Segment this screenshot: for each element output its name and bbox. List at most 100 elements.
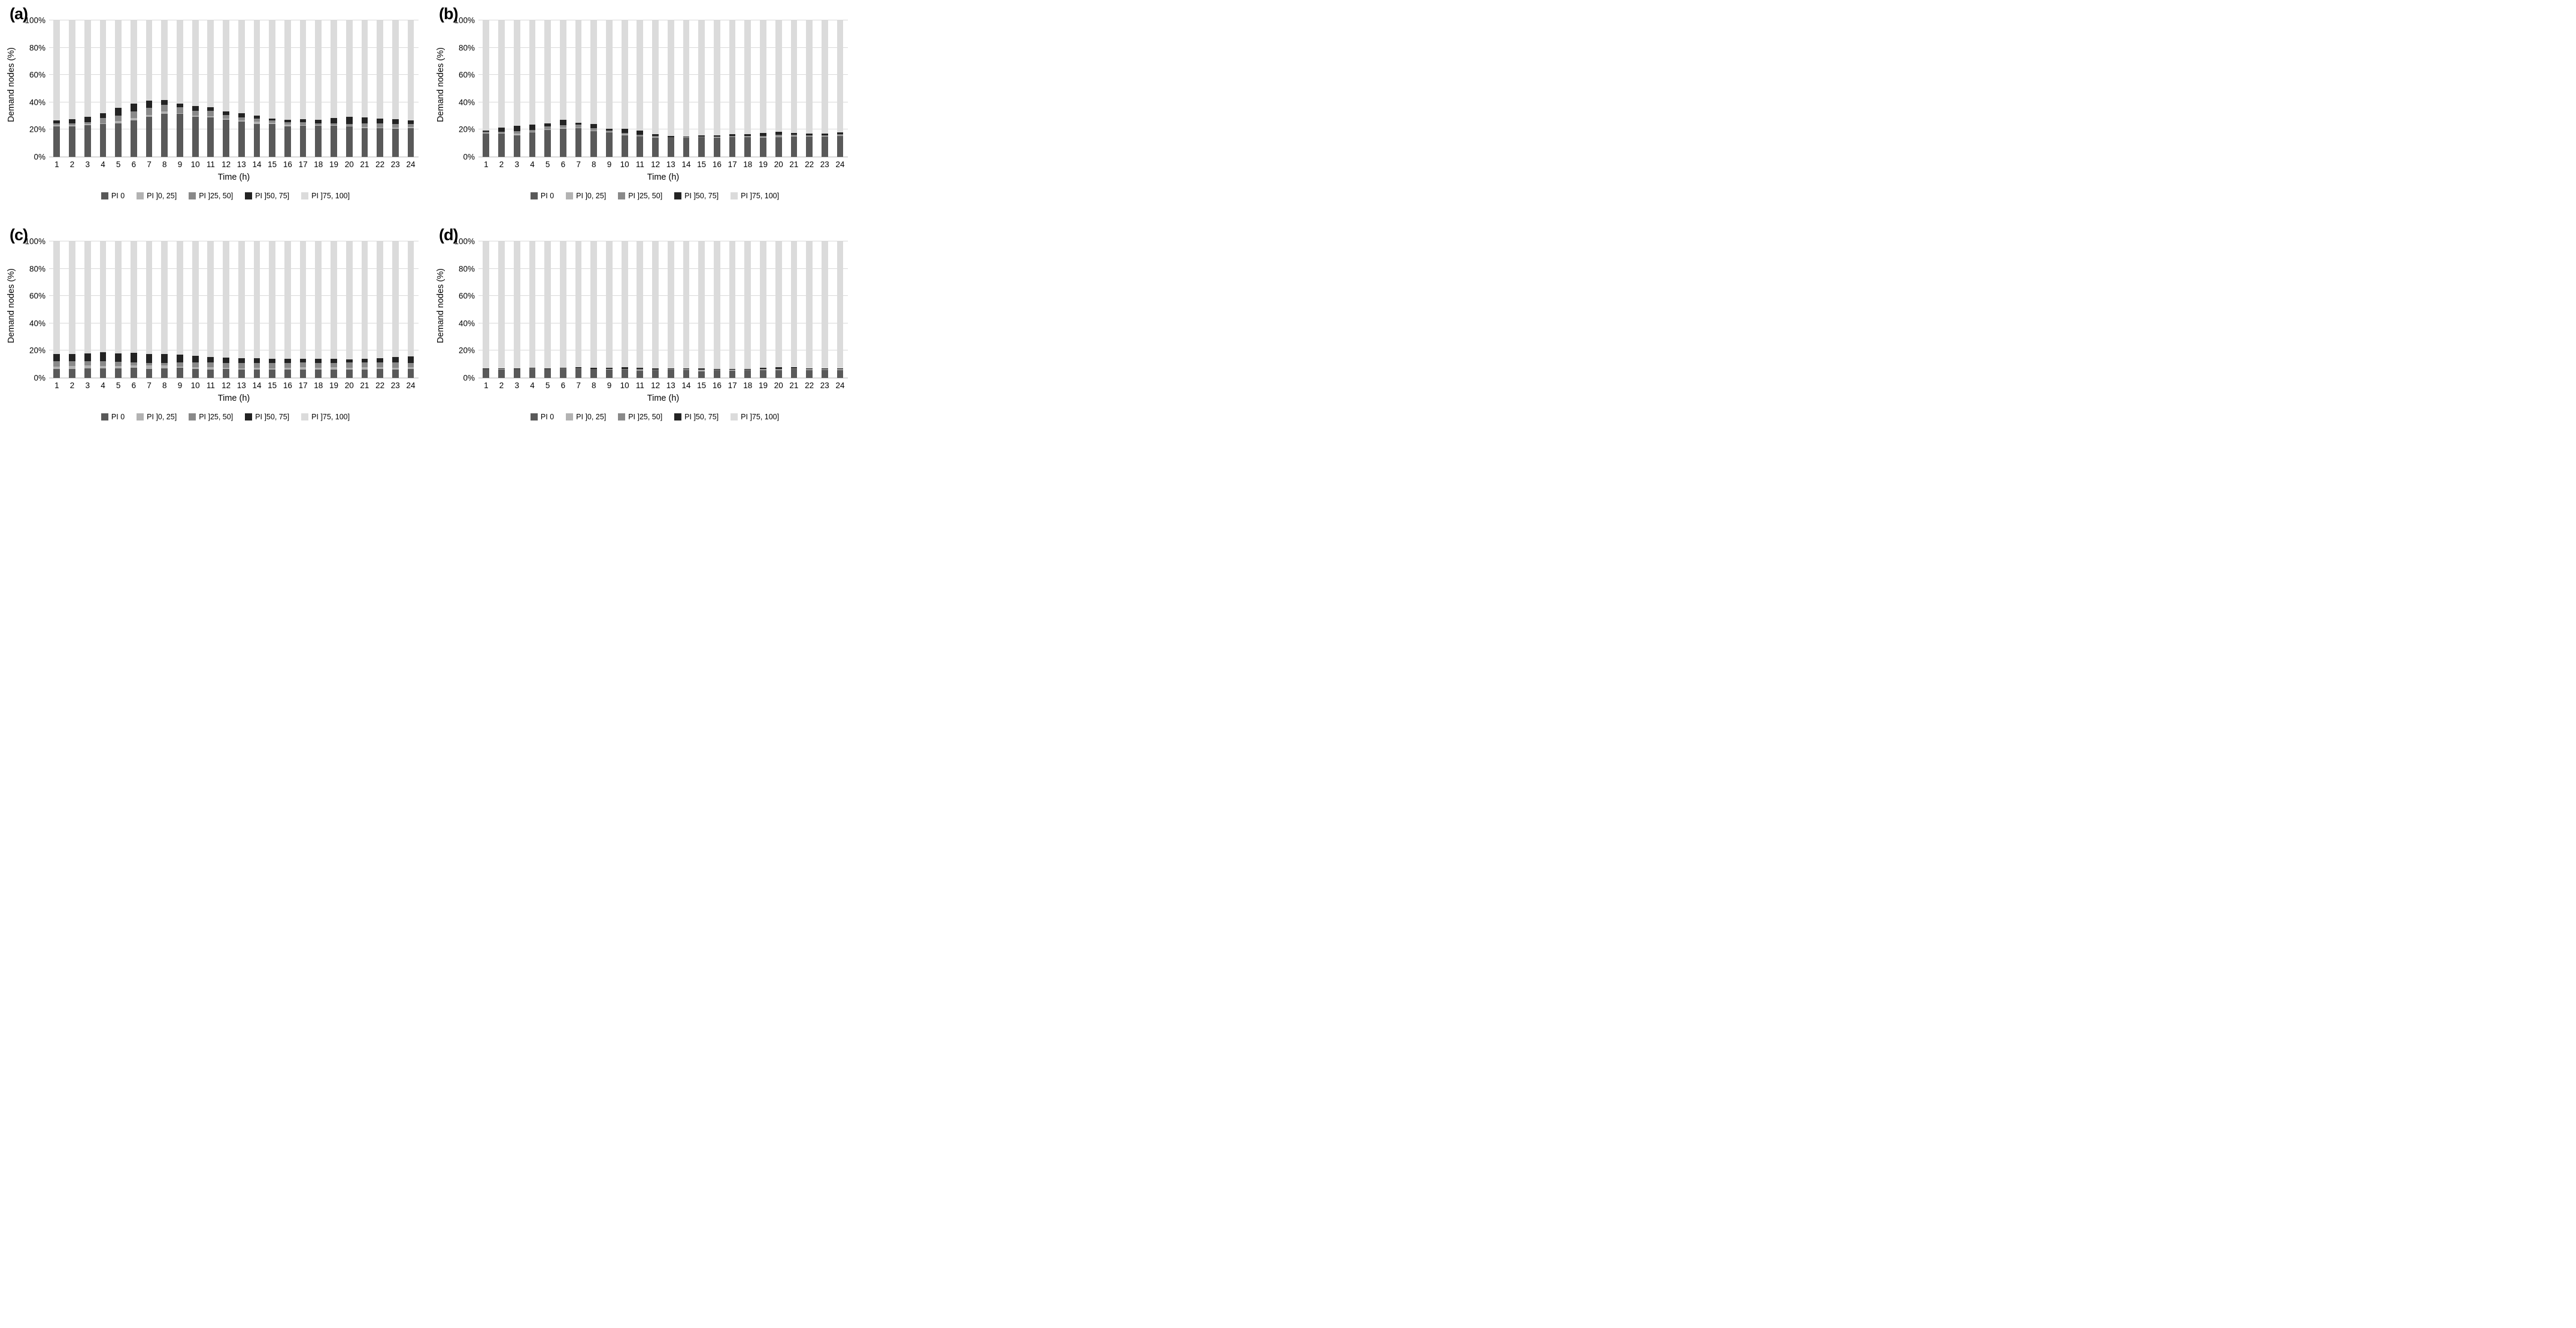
x-tick-3: 3 (514, 381, 520, 390)
segment (683, 368, 690, 370)
segment (99, 113, 107, 118)
segment (84, 20, 91, 117)
segment (775, 241, 782, 367)
segment (253, 370, 260, 378)
bar-cell-hour-16 (280, 20, 296, 157)
segment (130, 120, 137, 157)
segment (238, 363, 245, 368)
stacked-bar-hour-2 (498, 241, 505, 378)
segment (714, 370, 720, 378)
stacked-bar-hour-17 (729, 241, 736, 378)
segment (775, 131, 782, 135)
bar-cell-hour-8 (586, 20, 602, 157)
segment (177, 20, 183, 104)
stacked-bar-hour-12 (223, 241, 229, 378)
segment (315, 368, 322, 370)
bar-cell-hour-8 (586, 241, 602, 378)
segment (377, 128, 383, 157)
segment (392, 20, 399, 120)
y-axis-tick-labels: 0% 20% 40% 60% 80% 100% (19, 233, 49, 383)
legend-label: PI ]0, 25] (576, 192, 607, 200)
bar-cell-hour-14 (249, 20, 265, 157)
plot-area (49, 20, 419, 158)
segment (760, 20, 766, 134)
segment (529, 125, 536, 130)
stacked-bar-hour-3 (513, 241, 520, 378)
bars-container (478, 241, 848, 378)
segment (606, 129, 613, 131)
stacked-bar-hour-10 (192, 241, 199, 378)
bar-cell-hour-5 (540, 241, 556, 378)
legend-item: PI ]25, 50] (189, 192, 233, 200)
y-axis-title: Demand nodes (%) (436, 268, 446, 343)
segment (161, 20, 168, 100)
legend-label: PI ]25, 50] (199, 192, 234, 200)
x-tick-21: 21 (789, 160, 799, 169)
bar-cell-hour-10 (187, 241, 203, 378)
segment (637, 135, 644, 137)
bar-cell-hour-23 (817, 241, 832, 378)
x-tick-1: 1 (484, 381, 489, 390)
segment (299, 358, 307, 363)
gridline-80% (49, 47, 419, 48)
x-tick-23: 23 (820, 381, 829, 390)
segment (760, 138, 766, 157)
segment (177, 366, 183, 368)
legend-item: PI ]75, 100] (731, 192, 779, 200)
panel-d: (d) Demand nodes (%) 0% 20% 40% 60% 80% 10 0% … (429, 221, 859, 442)
x-tick-19: 19 (758, 381, 768, 390)
bar-cell-hour-1 (478, 241, 494, 378)
segment (315, 119, 322, 124)
x-tick-11: 11 (206, 160, 215, 169)
segment (544, 129, 551, 157)
segment (53, 241, 60, 355)
segment (590, 128, 598, 131)
segment (346, 370, 353, 378)
segment (590, 369, 598, 378)
bar-cell-hour-9 (602, 241, 617, 378)
segment (821, 370, 828, 371)
x-tick-24: 24 (406, 160, 416, 169)
legend-item: PI ]75, 100] (731, 413, 779, 421)
segment (407, 128, 414, 157)
x-tick-1: 1 (54, 160, 59, 169)
stacked-bar-hour-8 (161, 20, 168, 157)
panel-c: (c) Demand nodes (%) 0% 20% 40% 60% 80% 10 0% … (0, 221, 429, 442)
y-tick-100%: 100% (454, 16, 475, 25)
segment (223, 358, 229, 363)
x-tick-2: 2 (499, 160, 504, 169)
segment (683, 241, 690, 369)
segment (207, 356, 214, 363)
bar-cell-hour-10 (187, 20, 203, 157)
x-tick-14: 14 (252, 160, 262, 169)
stacked-bar-hour-5 (544, 241, 551, 378)
segment (315, 20, 322, 120)
stacked-bar-hour-21 (790, 20, 798, 157)
legend-swatch-icon (137, 413, 144, 421)
x-axis-tick-labels: 1 2 3 4 5 6 7 8 9 10 11 12 13 14 15 16 17 18 19 20 21 22 23 24 (478, 381, 848, 390)
segment (559, 119, 566, 126)
bar-cell-hour-22 (802, 241, 817, 378)
segment (790, 20, 798, 133)
stacked-bar-hour-17 (299, 20, 307, 157)
segment (760, 368, 766, 370)
segment (652, 137, 659, 138)
x-tick-11: 11 (206, 381, 215, 390)
segment (238, 121, 245, 157)
x-tick-1: 1 (484, 160, 489, 169)
bar-cell-hour-18 (311, 20, 326, 157)
segment (806, 368, 813, 370)
bar-cell-hour-13 (234, 20, 249, 157)
segment (207, 116, 214, 117)
x-tick-17: 17 (298, 160, 308, 169)
x-axis-title: Time (h) (217, 173, 250, 182)
segment (575, 368, 582, 369)
bar-cell-hour-17 (295, 241, 311, 378)
segment (790, 132, 798, 135)
segment (652, 241, 659, 369)
stacked-bar-hour-7 (146, 241, 153, 378)
legend-item: PI ]0, 25] (566, 413, 606, 421)
segment (253, 123, 260, 157)
segment (529, 241, 536, 368)
segment (315, 241, 322, 359)
